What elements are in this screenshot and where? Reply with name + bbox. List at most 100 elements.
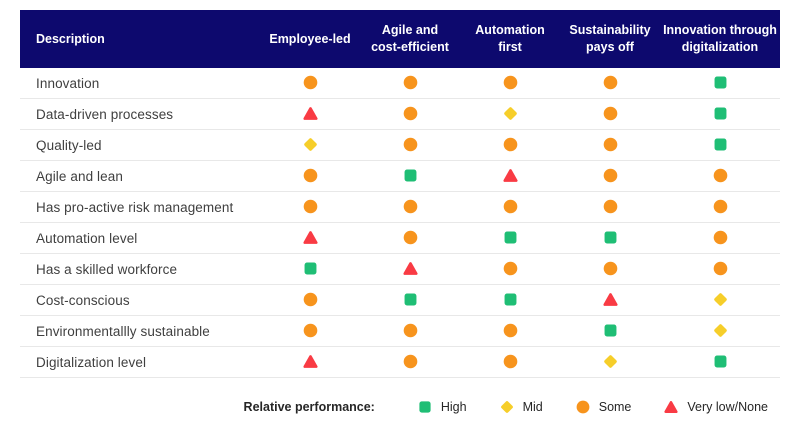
- performance-cell: [260, 191, 360, 223]
- performance-matrix-table: Description Employee-led Agile and cost-ef…: [20, 10, 780, 378]
- performance-cell: [560, 284, 660, 316]
- column-header-description: Description: [20, 10, 260, 68]
- performance-cell: [660, 315, 780, 347]
- diamond-icon: [603, 355, 617, 369]
- performance-cell: [360, 160, 460, 192]
- diamond-icon: [713, 293, 727, 307]
- triangle-icon: [502, 169, 518, 183]
- square-icon: [604, 231, 616, 244]
- performance-cell: [560, 346, 660, 378]
- legend-item-label: Some: [598, 400, 632, 414]
- performance-cell: [660, 346, 780, 378]
- table-row: Quality-led: [20, 129, 780, 161]
- performance-cell: [660, 222, 780, 254]
- row-label: Agile and lean: [20, 160, 260, 192]
- legend-item-label: High: [440, 400, 467, 414]
- performance-cell: [560, 315, 660, 347]
- circle-icon: [303, 168, 317, 183]
- performance-cell: [460, 222, 560, 254]
- row-label: Has pro-active risk management: [20, 191, 260, 223]
- performance-cell: [260, 68, 360, 99]
- legend: Relative performance: High Mid Some Very lo…: [20, 399, 780, 415]
- performance-cell: [660, 284, 780, 316]
- performance-cell: [360, 191, 460, 223]
- legend-item: Some: [575, 399, 632, 415]
- legend-item: High: [417, 399, 467, 415]
- performance-cell: [260, 315, 360, 347]
- performance-cell: [260, 284, 360, 316]
- performance-cell: [560, 98, 660, 130]
- performance-cell: [560, 253, 660, 285]
- column-header: Automation first: [460, 10, 560, 68]
- square-icon: [714, 138, 726, 151]
- circle-icon: [603, 261, 617, 276]
- row-label: Automation level: [20, 222, 260, 254]
- performance-cell: [660, 253, 780, 285]
- performance-cell: [460, 315, 560, 347]
- diamond-icon: [500, 401, 513, 413]
- circle-icon: [713, 168, 727, 183]
- circle-icon: [403, 137, 417, 152]
- circle-icon: [603, 75, 617, 90]
- performance-cell: [560, 68, 660, 99]
- table-row: Innovation: [20, 68, 780, 99]
- square-icon: [504, 231, 516, 244]
- table-row: Cost-conscious: [20, 284, 780, 316]
- performance-cell: [660, 160, 780, 192]
- performance-cell: [260, 98, 360, 130]
- row-label: Innovation: [20, 68, 260, 99]
- row-label: Quality-led: [20, 129, 260, 161]
- circle-icon: [503, 199, 517, 214]
- performance-cell: [460, 253, 560, 285]
- triangle-icon: [302, 231, 318, 245]
- diamond-icon: [503, 107, 517, 121]
- circle-icon: [403, 230, 417, 245]
- triangle-icon: [402, 262, 418, 276]
- circle-icon: [403, 354, 417, 369]
- circle-icon: [713, 199, 727, 214]
- circle-icon: [403, 323, 417, 338]
- performance-cell: [660, 98, 780, 130]
- performance-cell: [260, 222, 360, 254]
- legend-item-label: Mid: [522, 400, 543, 414]
- row-label: Cost-conscious: [20, 284, 260, 316]
- triangle-icon: [664, 401, 679, 413]
- table-row: Environmentallly sustainable: [20, 315, 780, 347]
- circle-icon: [503, 323, 517, 338]
- square-icon: [404, 293, 416, 306]
- circle-icon: [603, 168, 617, 183]
- table-row: Has a skilled workforce: [20, 253, 780, 285]
- performance-cell: [260, 160, 360, 192]
- circle-icon: [603, 106, 617, 121]
- row-label: Data-driven processes: [20, 98, 260, 130]
- performance-cell: [360, 284, 460, 316]
- circle-icon: [303, 75, 317, 90]
- performance-cell: [560, 191, 660, 223]
- circle-icon: [576, 400, 590, 414]
- square-icon: [504, 293, 516, 306]
- performance-cell: [460, 284, 560, 316]
- header-row: Description Employee-led Agile and cost-ef…: [20, 10, 780, 68]
- performance-cell: [360, 129, 460, 161]
- table-row: Has pro-active risk management: [20, 191, 780, 223]
- performance-cell: [560, 129, 660, 161]
- circle-icon: [503, 261, 517, 276]
- square-icon: [404, 169, 416, 182]
- square-icon: [714, 107, 726, 120]
- performance-cell: [460, 98, 560, 130]
- performance-cell: [660, 129, 780, 161]
- row-label: Has a skilled workforce: [20, 253, 260, 285]
- performance-cell: [360, 346, 460, 378]
- column-header: Sustainability pays off: [560, 10, 660, 68]
- circle-icon: [713, 261, 727, 276]
- legend-title: Relative performance:: [243, 400, 375, 414]
- performance-cell: [360, 253, 460, 285]
- column-header: Innovation through digitalization: [660, 10, 780, 68]
- circle-icon: [403, 75, 417, 90]
- square-icon: [604, 324, 616, 337]
- triangle-icon: [302, 355, 318, 369]
- circle-icon: [403, 106, 417, 121]
- row-label: Digitalization level: [20, 346, 260, 378]
- performance-cell: [360, 98, 460, 130]
